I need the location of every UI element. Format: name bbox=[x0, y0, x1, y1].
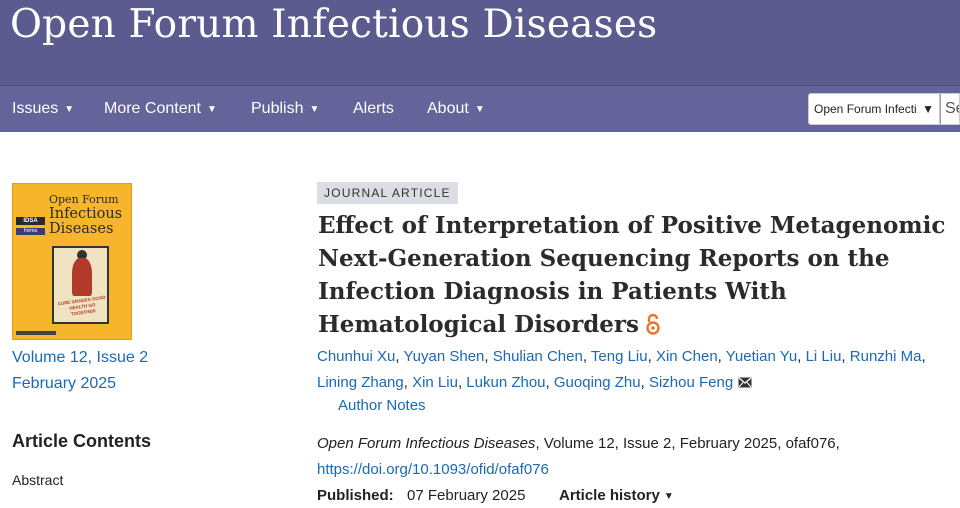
chevron-down-icon: ▼ bbox=[64, 104, 75, 115]
search-placeholder: Se bbox=[945, 100, 959, 117]
search-scope-select[interactable]: Open Forum Infectic ▼ bbox=[808, 93, 940, 125]
issue-date-link[interactable]: February 2025 bbox=[12, 375, 117, 392]
author-link[interactable]: Lukun Zhou bbox=[466, 374, 546, 391]
published-label: Published: bbox=[317, 487, 394, 504]
main-nav: Issues ▼ More Content ▼ Publish ▼ Alerts Ab… bbox=[0, 85, 960, 132]
nav-item-alerts[interactable]: Alerts bbox=[353, 100, 394, 117]
article-type-badge: JOURNAL ARTICLE bbox=[317, 182, 458, 204]
idsa-logo: IDSA bbox=[16, 217, 45, 225]
nav-item-issues[interactable]: Issues ▼ bbox=[12, 100, 75, 117]
issue-cover-image[interactable]: IDSA hivma Open Forum Infectious Disease… bbox=[12, 183, 132, 340]
cover-title: Open Forum Infectious Diseases bbox=[49, 193, 123, 237]
cover-poster-art: CURE GRADES GOOD HEALTH GO TOGETHER bbox=[52, 246, 109, 324]
chevron-down-icon: ▼ bbox=[474, 104, 485, 115]
chevron-down-icon: ▼ bbox=[206, 104, 217, 115]
author-link[interactable]: Yuyan Shen bbox=[403, 348, 485, 365]
author-link[interactable]: Yuetian Yu bbox=[725, 348, 798, 365]
search-input[interactable]: Se bbox=[940, 93, 960, 125]
published-date: 07 February 2025 bbox=[407, 487, 526, 504]
author-link[interactable]: Lining Zhang bbox=[317, 374, 404, 391]
hivma-logo: hivma bbox=[16, 228, 45, 235]
nav-item-publish[interactable]: Publish ▼ bbox=[251, 100, 320, 117]
contents-item-abstract[interactable]: Abstract bbox=[12, 472, 64, 488]
nav-item-about[interactable]: About ▼ bbox=[427, 100, 485, 117]
author-link[interactable]: Chunhui Xu bbox=[317, 348, 396, 365]
author-notes-link[interactable]: Author Notes bbox=[338, 397, 426, 414]
chevron-down-icon: ▼ bbox=[922, 102, 934, 116]
journal-title[interactable]: Open Forum Infectious Diseases bbox=[10, 2, 658, 47]
volume-issue-link[interactable]: Volume 12, Issue 2 bbox=[12, 349, 149, 366]
open-access-icon bbox=[646, 313, 660, 335]
site-header: Open Forum Infectious Diseases bbox=[0, 0, 960, 85]
author-link[interactable]: Teng Liu bbox=[590, 348, 648, 365]
article-contents-heading: Article Contents bbox=[12, 431, 152, 451]
article-history-toggle[interactable]: Article history ▼ bbox=[559, 487, 674, 504]
author-link[interactable]: Guoqing Zhu bbox=[553, 374, 641, 391]
article-title: Effect of Interpretation of Positive Met… bbox=[318, 212, 946, 338]
publisher-logo bbox=[16, 331, 56, 335]
chevron-down-icon: ▼ bbox=[309, 104, 320, 115]
chevron-down-icon: ▼ bbox=[663, 491, 674, 502]
citation-text: Open Forum Infectious Diseases, Volume 1… bbox=[317, 435, 840, 452]
author-link[interactable]: Shulian Chen bbox=[492, 348, 583, 365]
author-link[interactable]: Runzhi Ma bbox=[849, 348, 922, 365]
doi-link[interactable]: https://doi.org/10.1093/ofid/ofaf076 bbox=[317, 461, 549, 478]
author-link[interactable]: Sizhou Feng bbox=[648, 374, 734, 391]
author-link[interactable]: Xin Chen bbox=[655, 348, 718, 365]
author-link[interactable]: Xin Liu bbox=[412, 374, 458, 391]
search-scope-value: Open Forum Infectic bbox=[814, 102, 917, 116]
author-link[interactable]: Li Liu bbox=[805, 348, 842, 365]
author-list: Chunhui Xu, Yuyan Shen, Shulian Chen, Te… bbox=[317, 348, 926, 391]
nav-item-more-content[interactable]: More Content ▼ bbox=[104, 100, 217, 117]
cover-poster-text: CURE GRADES GOOD HEALTH GO TOGETHER bbox=[57, 294, 106, 317]
email-icon[interactable] bbox=[738, 377, 752, 388]
